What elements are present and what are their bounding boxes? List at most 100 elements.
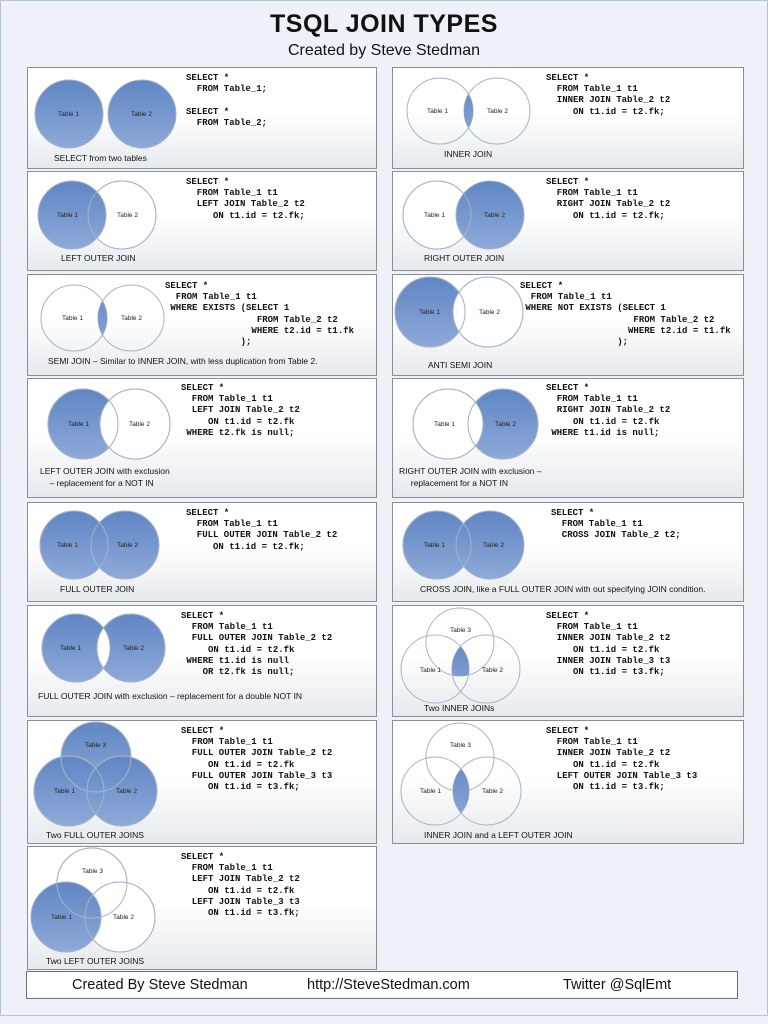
svg-text:Table 2: Table 2 <box>117 212 138 219</box>
venn-semi: Table 1 Table 2 <box>40 284 165 352</box>
panel-caption: Two FULL OUTER JOINS <box>46 830 144 840</box>
svg-text:Table 2: Table 2 <box>482 667 503 674</box>
sql-code: SELECT * FROM Table_1 t1 RIGHT JOIN Tabl… <box>546 177 671 221</box>
svg-text:Table 1: Table 1 <box>420 788 441 795</box>
venn-left-outer: Table 1 Table 2 <box>37 180 157 250</box>
panel-caption: Two LEFT OUTER JOINS <box>46 956 145 966</box>
panel-two-inner-joins: Table 3 Table 1 Table 2 SELECT * FROM Ta… <box>392 605 744 717</box>
svg-text:Table 2: Table 2 <box>121 315 142 322</box>
panel-inner-and-left: Table 3 Table 1 Table 2 SELECT * FROM Ta… <box>392 720 744 844</box>
venn-anti-semi: Table 1 Table 2 <box>394 276 524 348</box>
sql-code: SELECT * FROM Table_1 t1 WHERE EXISTS (S… <box>165 281 355 348</box>
svg-text:Table 3: Table 3 <box>85 742 106 749</box>
venn-cross: Table 1 Table 2 <box>402 510 525 580</box>
venn-full-exclusion: Table 1 Table 2 <box>41 613 166 683</box>
panel-caption: RIGHT OUTER JOIN <box>424 253 505 263</box>
svg-text:Table 1: Table 1 <box>57 542 78 549</box>
panel-caption: SELECT from two tables <box>54 153 147 163</box>
sql-code: SELECT * FROM Table_1 t1 INNER JOIN Tabl… <box>546 73 671 117</box>
page-title: TSQL JOIN TYPES <box>270 10 498 38</box>
panel-full-outer-join: Table 1 Table 2 SELECT * FROM Table_1 t1… <box>27 502 377 602</box>
panel-caption: SEMI JOIN – Similar to INNER JOIN, with … <box>48 356 318 366</box>
panel-two-tables: Table 1 Table 2 SELECT * FROM Table_1; S… <box>27 67 377 169</box>
circle-table-1 <box>34 79 104 149</box>
panel-anti-semi-join: Table 1 Table 2 SELECT * FROM Table_1 t1… <box>392 274 744 376</box>
footer-author: Created By Steve Stedman <box>72 977 248 993</box>
panel-caption: CROSS JOIN, like a FULL OUTER JOIN with … <box>420 584 706 594</box>
sql-code: SELECT * FROM Table_1 t1 FULL OUTER JOIN… <box>181 611 333 678</box>
svg-text:Table 2: Table 2 <box>129 421 150 428</box>
panel-full-exclusion: Table 1 Table 2 SELECT * FROM Table_1 t1… <box>27 605 377 717</box>
svg-text:Table 3: Table 3 <box>82 868 103 875</box>
svg-text:Table 2: Table 2 <box>116 788 137 795</box>
svg-text:Table 2: Table 2 <box>495 421 516 428</box>
venn-two-left: Table 3 Table 1 Table 2 <box>30 847 156 953</box>
label-table-2: Table 2 <box>131 111 152 118</box>
svg-text:Table 1: Table 1 <box>60 645 81 652</box>
panel-semi-join: Table 1 Table 2 SELECT * FROM Table_1 t1… <box>27 274 377 376</box>
venn-right-exclusion: Table 1 Table 2 <box>412 388 539 460</box>
venn-right-outer: Table 1 Table 2 <box>402 180 525 250</box>
svg-text:Table 1: Table 1 <box>427 108 448 115</box>
svg-text:Table 3: Table 3 <box>450 742 471 749</box>
svg-text:Table 3: Table 3 <box>450 627 471 634</box>
panel-cross-join: Table 1 Table 2 SELECT * FROM Table_1 t1… <box>392 502 744 602</box>
venn-inner-join: Table 1 Table 2 <box>406 77 531 145</box>
sql-code: SELECT * FROM Table_1 t1 FULL OUTER JOIN… <box>181 726 333 793</box>
panel-caption: ANTI SEMI JOIN <box>428 360 493 370</box>
svg-text:Table 1: Table 1 <box>434 421 455 428</box>
venn-two-inner: Table 3 Table 1 Table 2 <box>400 607 521 704</box>
svg-text:Table 1: Table 1 <box>62 315 83 322</box>
sql-code: SELECT * FROM Table_1 t1 LEFT JOIN Table… <box>186 177 305 221</box>
svg-text:Table 1: Table 1 <box>68 421 89 428</box>
svg-text:Table 2: Table 2 <box>487 108 508 115</box>
venn-two-full: Table 3 Table 1 Table 2 <box>33 721 158 827</box>
svg-text:Table 2: Table 2 <box>479 309 500 316</box>
panel-left-outer-join: Table 1 Table 2 SELECT * FROM Table_1 t1… <box>27 171 377 271</box>
panel-caption: FULL OUTER JOIN with exclusion – replace… <box>38 691 303 701</box>
svg-text:Table 2: Table 2 <box>484 212 505 219</box>
sql-code: SELECT * FROM Table_1; SELECT * FROM Tab… <box>186 73 268 128</box>
svg-text:Table 2: Table 2 <box>117 542 138 549</box>
svg-text:Table 1: Table 1 <box>57 212 78 219</box>
svg-text:Table 2: Table 2 <box>113 914 134 921</box>
panel-left-exclusion: Table 1 Table 2 SELECT * FROM Table_1 t1… <box>27 378 377 498</box>
sql-code: SELECT * FROM Table_1 t1 FULL OUTER JOIN… <box>186 508 338 552</box>
svg-text:Table 2: Table 2 <box>482 788 503 795</box>
panel-caption: LEFT OUTER JOIN <box>61 253 136 263</box>
svg-text:Table 1: Table 1 <box>424 542 445 549</box>
panel-caption: INNER JOIN <box>444 149 493 159</box>
sql-code: SELECT * FROM Table_1 t1 CROSS JOIN Tabl… <box>551 508 681 541</box>
sql-code: SELECT * FROM Table_1 t1 LEFT JOIN Table… <box>181 383 300 438</box>
svg-text:Table 1: Table 1 <box>420 667 441 674</box>
sql-code: SELECT * FROM Table_1 t1 WHERE NOT EXIST… <box>520 281 731 348</box>
svg-text:Table 2: Table 2 <box>483 542 504 549</box>
svg-text:Table 1: Table 1 <box>419 309 440 316</box>
panel-right-outer-join: Table 1 Table 2 SELECT * FROM Table_1 t1… <box>392 171 744 271</box>
footer-url[interactable]: http://SteveStedman.com <box>307 977 470 993</box>
panel-inner-join: Table 1 Table 2 SELECT * FROM Table_1 t1… <box>392 67 744 169</box>
panel-right-exclusion: Table 1 Table 2 SELECT * FROM Table_1 t1… <box>392 378 744 498</box>
svg-text:Table 1: Table 1 <box>51 914 72 921</box>
panel-caption: INNER JOIN and a LEFT OUTER JOIN <box>424 830 573 840</box>
venn-inner-left: Table 3 Table 1 Table 2 <box>400 722 522 826</box>
page-subtitle: Created by Steve Stedman <box>287 42 481 59</box>
venn-two-tables: Table 1 Table 2 <box>34 79 177 149</box>
svg-text:Table 2: Table 2 <box>123 645 144 652</box>
footer-bar: Created By Steve Stedman http://SteveSte… <box>26 971 738 999</box>
svg-text:Table 1: Table 1 <box>424 212 445 219</box>
svg-text:Table 1: Table 1 <box>54 788 75 795</box>
sql-code: SELECT * FROM Table_1 t1 INNER JOIN Tabl… <box>546 611 671 678</box>
panel-caption: LEFT OUTER JOIN with exclusion – replace… <box>40 466 170 488</box>
circle-table-2 <box>107 79 177 149</box>
panel-two-full-outer: Table 3 Table 1 Table 2 SELECT * FROM Ta… <box>27 720 377 844</box>
footer-twitter[interactable]: Twitter @SqlEmt <box>563 977 672 993</box>
sql-code: SELECT * FROM Table_1 t1 LEFT JOIN Table… <box>181 852 300 919</box>
panel-caption: RIGHT OUTER JOIN with exclusion – replac… <box>399 466 542 488</box>
panel-caption: Two INNER JOINs <box>424 703 495 713</box>
sql-code: SELECT * FROM Table_1 t1 RIGHT JOIN Tabl… <box>546 383 671 438</box>
panel-two-left-outer: Table 3 Table 1 Table 2 SELECT * FROM Ta… <box>27 846 377 970</box>
sql-code: SELECT * FROM Table_1 t1 INNER JOIN Tabl… <box>546 726 698 793</box>
venn-full-outer: Table 1 Table 2 <box>39 510 160 580</box>
venn-left-exclusion: Table 1 Table 2 <box>47 388 171 460</box>
